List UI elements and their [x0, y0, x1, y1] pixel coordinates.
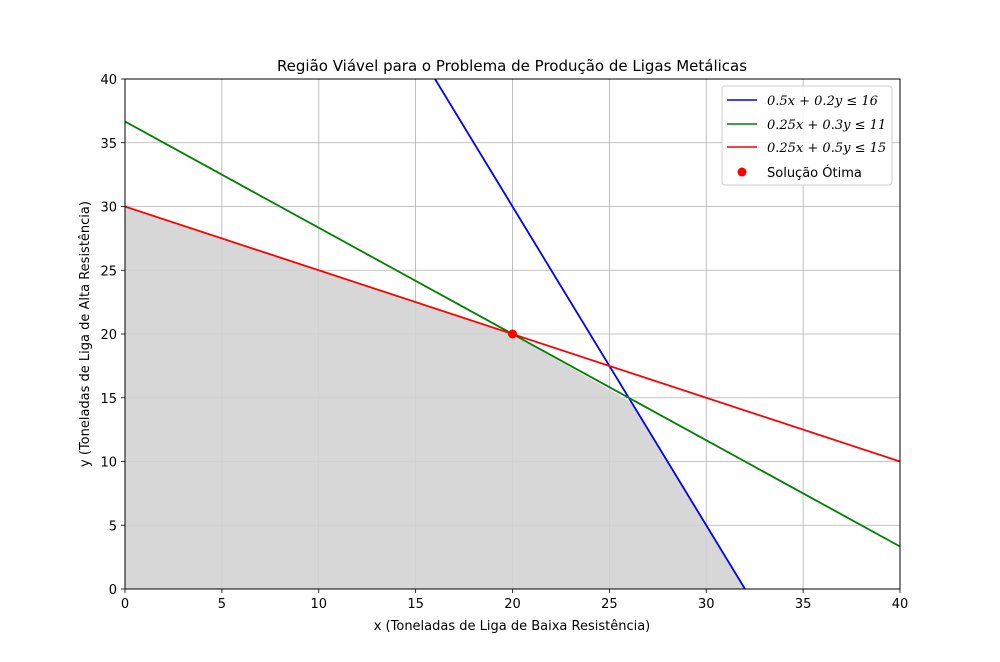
- legend-label-constraint-3: 0.25x + 0.5y ≤ 15: [767, 141, 886, 156]
- legend-label-optimal: Solução Ótima: [767, 165, 862, 181]
- x-tick-label: 25: [601, 597, 618, 612]
- legend-label-constraint-2: 0.25x + 0.3y ≤ 11: [767, 118, 886, 133]
- x-tick-label: 30: [698, 597, 715, 612]
- legend: 0.5x + 0.2y ≤ 16 0.25x + 0.3y ≤ 11 0.25x…: [721, 85, 893, 186]
- feasible-region: [125, 206, 745, 589]
- y-tick-label: 25: [100, 264, 117, 279]
- x-tick-label: 15: [407, 597, 424, 612]
- y-tick-label: 30: [100, 201, 117, 216]
- x-tick-label: 20: [504, 597, 521, 612]
- y-tick-label: 5: [109, 519, 117, 534]
- x-tick-label: 0: [121, 597, 129, 612]
- y-tick-label: 35: [100, 137, 117, 152]
- x-ticks: 0 5 10 15 20 25 30 35 40: [121, 589, 908, 612]
- y-tick-label: 20: [100, 328, 117, 343]
- legend-marker-optimal: [737, 167, 747, 177]
- feasible-region-group: [125, 206, 745, 589]
- optimal-solution-point: [508, 329, 517, 339]
- x-tick-label: 40: [892, 597, 909, 612]
- legend-box: [721, 85, 893, 186]
- x-tick-label: 10: [310, 597, 327, 612]
- x-tick-label: 5: [218, 597, 226, 612]
- points-group: [508, 329, 517, 339]
- x-axis-label: x (Toneladas de Liga de Baixa Resistênci…: [374, 619, 651, 634]
- y-tick-label: 10: [100, 456, 117, 471]
- y-axis-label: y (Toneladas de Liga de Alta Resistência…: [78, 201, 93, 467]
- y-tick-label: 40: [100, 73, 117, 88]
- y-ticks: 0 5 10 15 20 25 30 35 40: [100, 73, 125, 598]
- legend-label-constraint-1: 0.5x + 0.2y ≤ 16: [767, 94, 878, 109]
- constraint-line-1: [434, 79, 746, 589]
- chart-title: Região Viável para o Problema de Produçã…: [277, 57, 747, 75]
- y-tick-label: 0: [109, 583, 117, 598]
- y-tick-label: 15: [100, 392, 117, 407]
- x-tick-label: 35: [795, 597, 812, 612]
